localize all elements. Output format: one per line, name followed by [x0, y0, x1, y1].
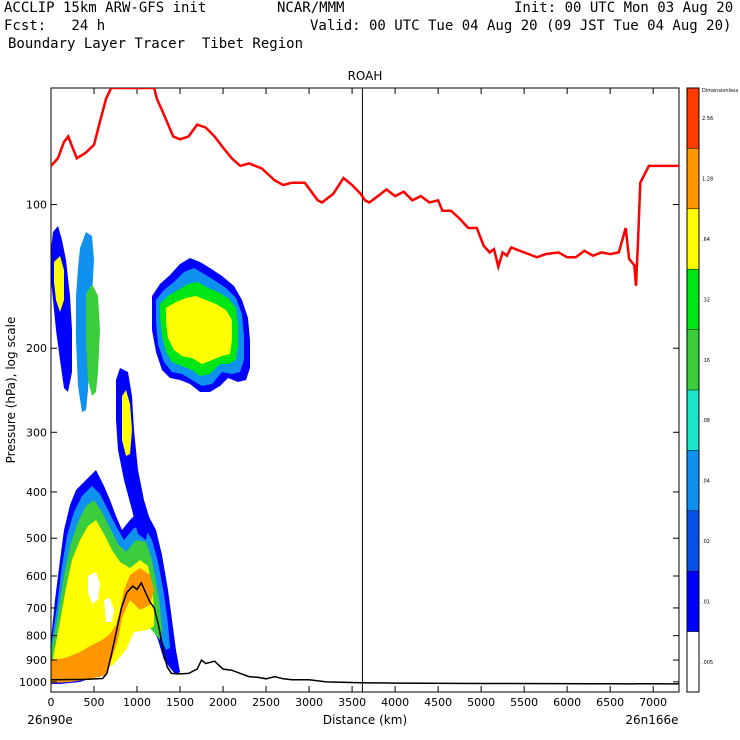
tracer-hole-1 [104, 598, 114, 622]
tracer-region-col-3 [116, 368, 150, 540]
colorbar-level-1: .01 [702, 599, 710, 605]
x-tick-label-14: 7000 [639, 696, 667, 709]
colorbar: .005 .01 .02 .04 .08 .16 .32 .64 1.28 2.56 Dimensi… [686, 87, 739, 693]
x-tick-label-4: 2000 [209, 696, 237, 709]
y-tick-label-4: 500 [26, 532, 47, 545]
x-end-label: 26n166e [625, 713, 678, 727]
header-valid: Valid: 00 UTC Tue 04 Aug 20 (09 JST Tue … [310, 18, 732, 34]
tracer-region-col-1 [76, 232, 94, 412]
x-tick-label-9: 4500 [424, 696, 452, 709]
y-axis-ticks: 100 200 300 400 500 600 700 800 900 1000 [19, 199, 679, 689]
colorbar-level-2: .02 [702, 539, 710, 545]
y-tick-label-6: 700 [26, 602, 47, 615]
x-tick-label-1: 500 [84, 696, 105, 709]
y-axis-label: Pressure (hPa), log scale [4, 317, 18, 464]
tracer-region-col-5 [54, 256, 64, 312]
colorbar-level-9: 2.56 [702, 116, 713, 122]
tracer-region-col-2 [86, 284, 100, 396]
colorbar-level-7: .64 [702, 237, 710, 243]
colorbar-swatch-0 [687, 631, 699, 692]
x-tick-label-10: 5000 [467, 696, 495, 709]
x-tick-label-13: 6500 [596, 696, 624, 709]
x-tick-label-2: 1000 [123, 696, 151, 709]
colorbar-level-5: .16 [702, 358, 710, 364]
x-tick-label-3: 1500 [166, 696, 194, 709]
colorbar-swatch-3 [687, 450, 699, 511]
x-tick-label-7: 3500 [338, 696, 366, 709]
x-tick-label-11: 5500 [510, 696, 538, 709]
tracer-hole-0 [88, 572, 100, 604]
tracer-region-col-0 [51, 226, 72, 392]
colorbar-swatch-4 [687, 390, 699, 451]
header-init: Init: 00 UTC Mon 03 Aug 20 [514, 0, 734, 16]
x-start-label: 26n90e [27, 713, 73, 727]
x-tick-label-0: 0 [48, 696, 55, 709]
tracer-fill [51, 226, 250, 684]
header-org: NCAR/MMM [277, 0, 345, 16]
colorbar-swatch-1 [687, 571, 699, 632]
terrain-line [51, 581, 679, 685]
header-fcst: Fcst: 24 h [4, 18, 106, 34]
y-tick-label-8: 900 [26, 654, 47, 667]
tropopause-line [51, 88, 679, 286]
x-tick-label-5: 2500 [252, 696, 280, 709]
header-model: ACCLIP 15km ARW-GFS init [4, 0, 207, 16]
colorbar-unit-label: Dimensionless [702, 88, 739, 94]
x-tick-label-6: 3000 [295, 696, 323, 709]
plot-frame [50, 87, 680, 693]
colorbar-level-0: .005 [702, 660, 713, 666]
y-tick-label-5: 600 [26, 570, 47, 583]
y-tick-label-0: 100 [26, 199, 47, 212]
colorbar-swatch-8 [687, 148, 699, 209]
y-tick-label-9: 1000 [19, 676, 47, 689]
header-field: Boundary Layer Tracer Tibet Region [8, 36, 304, 52]
y-tick-label-1: 200 [26, 342, 47, 355]
y-tick-label-3: 400 [26, 486, 47, 499]
chart-title: ROAH [348, 69, 383, 83]
colorbar-swatch-6 [687, 269, 699, 330]
colorbar-level-6: .32 [702, 297, 710, 303]
x-tick-label-12: 6000 [553, 696, 581, 709]
colorbar-swatch-9 [687, 88, 699, 149]
colorbar-level-4: .08 [702, 418, 710, 424]
colorbar-swatch-5 [687, 329, 699, 390]
colorbar-swatch-2 [687, 510, 699, 572]
y-tick-label-7: 800 [26, 630, 47, 643]
tracer-region-bl-3 [53, 520, 154, 675]
tracer-region-bl-4 [51, 568, 154, 683]
y-tick-label-2: 300 [26, 426, 47, 439]
x-axis-label: Distance (km) [323, 713, 407, 727]
x-tick-label-8: 4000 [381, 696, 409, 709]
x-axis-ticks: 0 500 1000 1500 2000 2500 3000 3500 4000 4500 5000… [48, 88, 667, 709]
colorbar-level-3: .04 [702, 479, 710, 485]
colorbar-level-8: 1.28 [702, 177, 713, 183]
tracer-region-blob-3 [166, 296, 232, 364]
colorbar-swatch-7 [687, 208, 699, 270]
tracer-region-col-4 [122, 390, 132, 456]
